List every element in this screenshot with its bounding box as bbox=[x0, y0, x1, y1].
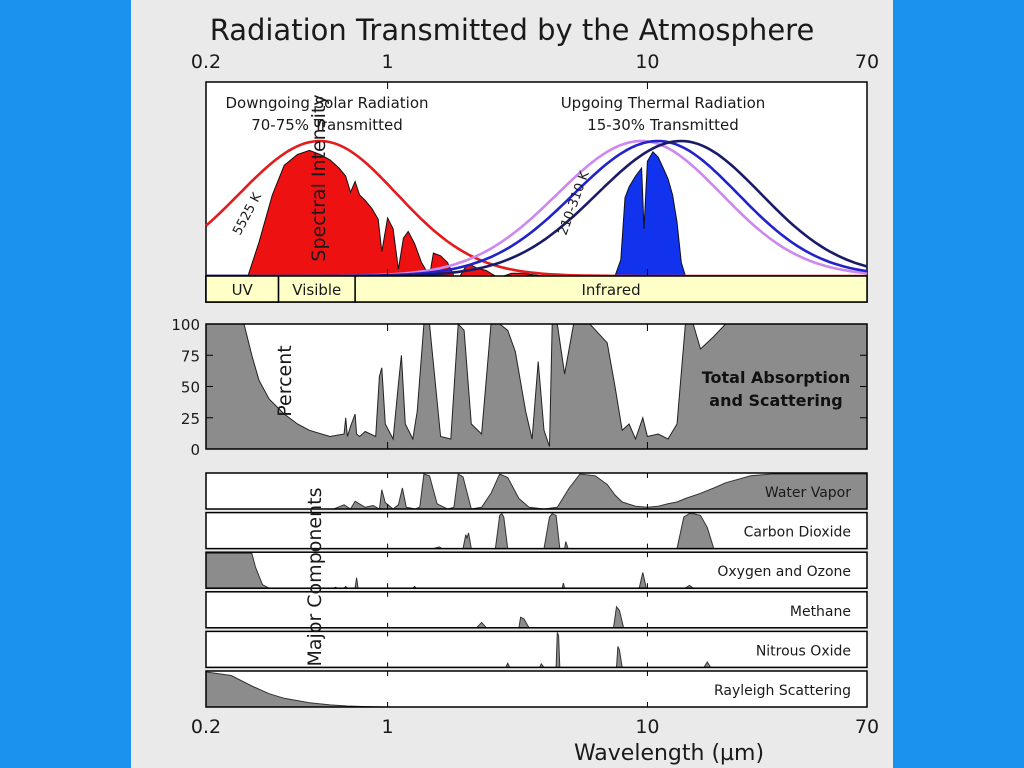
spectrum-fill bbox=[614, 150, 687, 277]
component-absorption-area bbox=[206, 473, 868, 510]
spectral-intensity-panel: UVVisibleInfraredUVDowngoing Solar Radia… bbox=[205, 81, 868, 303]
thermal-annotation-title: Upgoing Thermal Radiation bbox=[561, 94, 766, 112]
slide: Radiation Transmitted by the Atmosphere … bbox=[131, 0, 893, 768]
y-tick-label: 25 bbox=[181, 410, 200, 428]
band-label: UV bbox=[232, 281, 254, 299]
y-tick-label: 50 bbox=[181, 379, 200, 397]
top-tick-label: 1 bbox=[382, 51, 394, 73]
component-row-frame bbox=[205, 630, 868, 669]
total-absorption-label: and Scattering bbox=[709, 391, 842, 410]
top-tick-label: 70 bbox=[855, 51, 879, 73]
solar-annotation-subtitle: 70-75% Transmitted bbox=[251, 116, 403, 134]
band-region bbox=[205, 275, 280, 303]
band-label: Visible bbox=[292, 281, 341, 299]
y-tick-label: 100 bbox=[171, 316, 200, 334]
component-label: Methane bbox=[790, 604, 851, 620]
component-label: Nitrous Oxide bbox=[756, 643, 851, 659]
bottom-tick-label: 1 bbox=[382, 716, 394, 738]
top-axis-tick-labels: 0.2 1 10 70 bbox=[191, 51, 879, 73]
component-row-area bbox=[206, 671, 867, 707]
bottom-axis-tick-labels: 0.2 1 10 70 bbox=[191, 716, 879, 738]
component-label: Carbon Dioxide bbox=[744, 525, 851, 541]
top-tick-label: 0.2 bbox=[191, 51, 221, 73]
band-label: Infrared bbox=[581, 281, 640, 299]
component-absorption-area bbox=[206, 605, 867, 629]
component-label: Water Vapor bbox=[765, 485, 851, 501]
total-absorption-panel: 0 25 50 75 100 Total Absorption and Scattering bbox=[171, 316, 868, 459]
component-row-area bbox=[206, 512, 867, 549]
component-row-frame bbox=[205, 472, 868, 510]
bottom-tick-label: 70 bbox=[855, 716, 879, 738]
component-row-frame bbox=[205, 670, 868, 708]
band-region bbox=[354, 275, 868, 303]
thermal-annotation-subtitle: 15-30% Transmitted bbox=[587, 116, 739, 134]
chart-canvas: Radiation Transmitted by the Atmosphere … bbox=[171, 13, 879, 766]
components-y-axis-label: Major Components bbox=[304, 488, 326, 667]
component-row-frame bbox=[205, 591, 868, 629]
major-components-panel: Water Vapor Carbon Dioxide Oxygen and Ozon… bbox=[205, 472, 868, 708]
spectrum-fill bbox=[247, 149, 545, 278]
component-row-area bbox=[206, 552, 867, 589]
component-label: Oxygen and Ozone bbox=[717, 564, 851, 580]
total-absorption-label: Total Absorption bbox=[702, 368, 851, 387]
x-axis-label: Wavelength (µm) bbox=[574, 741, 764, 766]
y-tick-label: 0 bbox=[190, 441, 200, 459]
bottom-tick-label: 0.2 bbox=[191, 716, 221, 738]
component-row-area bbox=[206, 631, 867, 668]
component-absorption-area bbox=[206, 512, 867, 550]
chart-title: Radiation Transmitted by the Atmosphere bbox=[210, 13, 815, 47]
component-row-frame bbox=[205, 511, 868, 550]
y-tick-label: 75 bbox=[181, 347, 200, 365]
component-label: Rayleigh Scattering bbox=[714, 683, 851, 699]
solar-annotation-title: Downgoing Solar Radiation bbox=[225, 94, 428, 112]
bottom-tick-label: 10 bbox=[635, 716, 659, 738]
component-row-frame bbox=[205, 551, 868, 589]
percent-y-axis-label: Percent bbox=[274, 345, 296, 417]
spectral-y-axis-label: Spectral Intensity bbox=[308, 94, 330, 261]
component-row-area bbox=[206, 591, 867, 628]
top-tick-label: 10 bbox=[635, 51, 659, 73]
